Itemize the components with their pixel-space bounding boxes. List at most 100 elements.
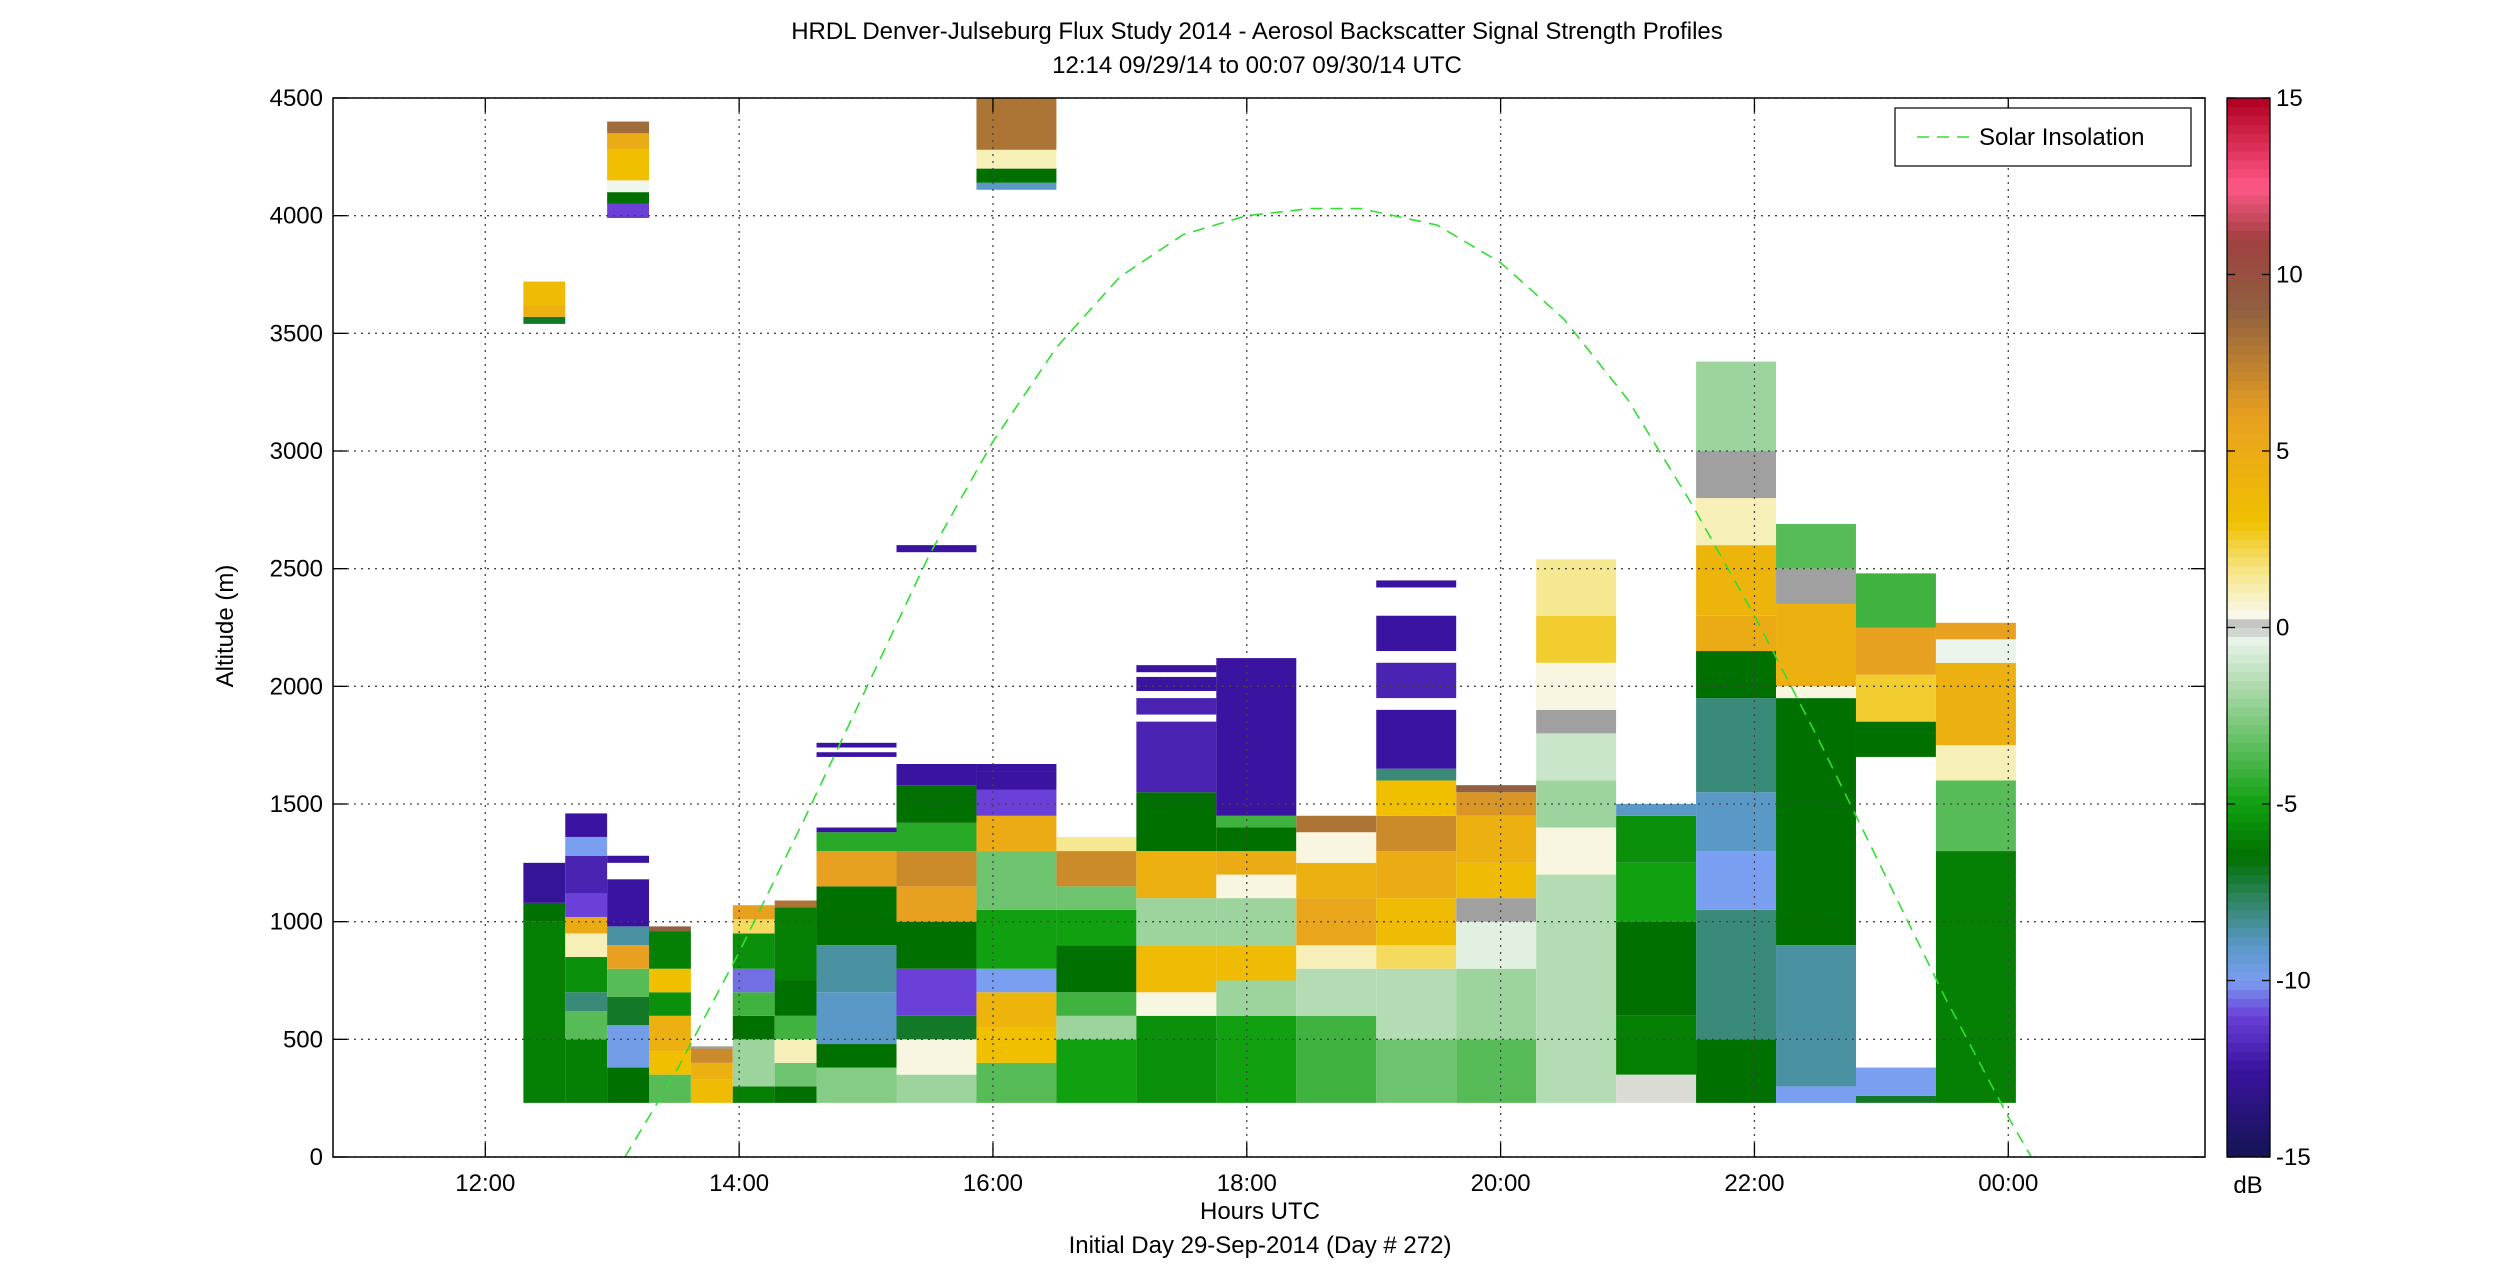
- profile-band: [1376, 768, 1457, 781]
- profile-band: [1935, 745, 2016, 781]
- colorbar-segment: [2227, 495, 2270, 505]
- colorbar-segment: [2227, 106, 2270, 117]
- profile-band: [816, 886, 897, 946]
- colorbar-segment: [2227, 159, 2270, 170]
- y-tick-label: 500: [283, 1026, 323, 1053]
- colorbar-segment: [2227, 645, 2270, 655]
- profile-band: [976, 992, 1057, 1028]
- profile-band: [565, 933, 608, 957]
- colorbar-segment: [2227, 909, 2270, 920]
- colorbar-segment: [2227, 539, 2270, 549]
- profile-band: [649, 992, 691, 1016]
- colorbar-segment: [2227, 318, 2270, 329]
- profile-column-12: [1216, 658, 1297, 1103]
- profile-band: [732, 905, 775, 920]
- x-tick-label: 22:00: [1724, 1170, 1784, 1197]
- profile-band: [607, 1067, 650, 1103]
- profile-band: [1935, 622, 2016, 640]
- colorbar-segment: [2227, 724, 2270, 734]
- colorbar-segment: [2227, 971, 2270, 982]
- colorbar-segment: [2227, 998, 2270, 1008]
- profile-column-4: [690, 1046, 733, 1103]
- profile-band: [565, 1039, 608, 1103]
- profile-band: [1696, 615, 1777, 652]
- colorbar-segment: [2227, 1095, 2270, 1105]
- profile-band: [732, 968, 775, 993]
- colorbar-tick-label: 0: [2276, 615, 2289, 642]
- profile-band: [1696, 698, 1777, 793]
- colorbar-segment: [2227, 592, 2270, 602]
- profile-band: [1616, 804, 1697, 816]
- profile-band: [607, 1025, 650, 1068]
- profile-band: [732, 919, 775, 934]
- colorbar-segment: [2227, 865, 2270, 876]
- colorbar-segment: [2227, 768, 2270, 779]
- profile-band: [1855, 1067, 1936, 1096]
- profile-band: [1935, 780, 2016, 852]
- colorbar-segment: [2227, 486, 2270, 496]
- legend-entry-label: Solar Insolation: [1979, 124, 2144, 151]
- colorbar-segment: [2227, 433, 2270, 443]
- colorbar-segment: [2227, 821, 2270, 832]
- colorbar-segment: [2227, 892, 2270, 902]
- profile-band: [976, 98, 1057, 150]
- colorbar-segment: [2227, 848, 2270, 858]
- profile-band: [1456, 815, 1537, 863]
- profile-band: [1376, 945, 1457, 969]
- profile-band: [1216, 815, 1297, 828]
- profile-band: [1056, 1015, 1137, 1040]
- x-tick-label: 14:00: [709, 1170, 769, 1197]
- profile-band: [976, 968, 1057, 993]
- profile-band: [1376, 709, 1457, 769]
- colorbar-segment: [2227, 1086, 2270, 1096]
- colorbar-segment: [2227, 371, 2270, 381]
- profile-band: [1616, 1015, 1697, 1075]
- colorbar-segment: [2227, 1015, 2270, 1026]
- profile-band: [816, 827, 897, 833]
- profile-band: [1696, 651, 1777, 699]
- y-tick-label: 1500: [270, 791, 323, 818]
- y-tick-label: 2500: [270, 556, 323, 583]
- profile-band: [1696, 498, 1777, 546]
- colorbar-segment: [2227, 239, 2270, 249]
- colorbar-segment: [2227, 336, 2270, 346]
- profile-band: [1855, 573, 1936, 628]
- profile-band: [1136, 945, 1217, 993]
- colorbar-segment: [2227, 177, 2270, 187]
- profile-band: [896, 851, 977, 887]
- colorbar-segment: [2227, 927, 2270, 937]
- colorbar-segment: [2227, 945, 2270, 955]
- profile-band: [1456, 898, 1537, 922]
- profile-column-20: [1855, 573, 1936, 1103]
- profile-band: [1776, 1086, 1856, 1103]
- colorbar-segment: [2227, 1059, 2270, 1070]
- profile-band: [1456, 921, 1537, 969]
- colorbar-segment: [2227, 1042, 2270, 1052]
- profile-band: [607, 121, 650, 134]
- colorbar-segment: [2227, 124, 2270, 134]
- profile-band: [976, 182, 1057, 190]
- colorbar-tick-label: -15: [2276, 1144, 2311, 1171]
- profile-band: [1056, 992, 1137, 1016]
- profile-band: [1136, 1015, 1217, 1103]
- colorbar-tick-label: -10: [2276, 968, 2311, 995]
- profile-band: [774, 1086, 817, 1103]
- colorbar-segment: [2227, 503, 2270, 514]
- profile-band: [1136, 851, 1217, 899]
- profile-band: [1056, 851, 1137, 887]
- profile-band: [896, 1015, 977, 1040]
- colorbar-segment: [2227, 230, 2270, 240]
- profile-band: [976, 789, 1057, 816]
- y-tick-label: 2000: [270, 673, 323, 700]
- colorbar-segment: [2227, 424, 2270, 434]
- colorbar-segment: [2227, 389, 2270, 399]
- profile-band: [774, 1062, 817, 1087]
- colorbar-segment: [2227, 874, 2270, 885]
- y-axis-label: Altitude (m): [212, 565, 239, 688]
- profile-column-6: [774, 900, 817, 1103]
- colorbar-segment: [2227, 283, 2270, 293]
- profile-band: [1935, 639, 2016, 663]
- profile-band: [1216, 874, 1297, 899]
- profile-band: [1136, 792, 1217, 852]
- colorbar-units-label: dB: [2233, 1172, 2262, 1199]
